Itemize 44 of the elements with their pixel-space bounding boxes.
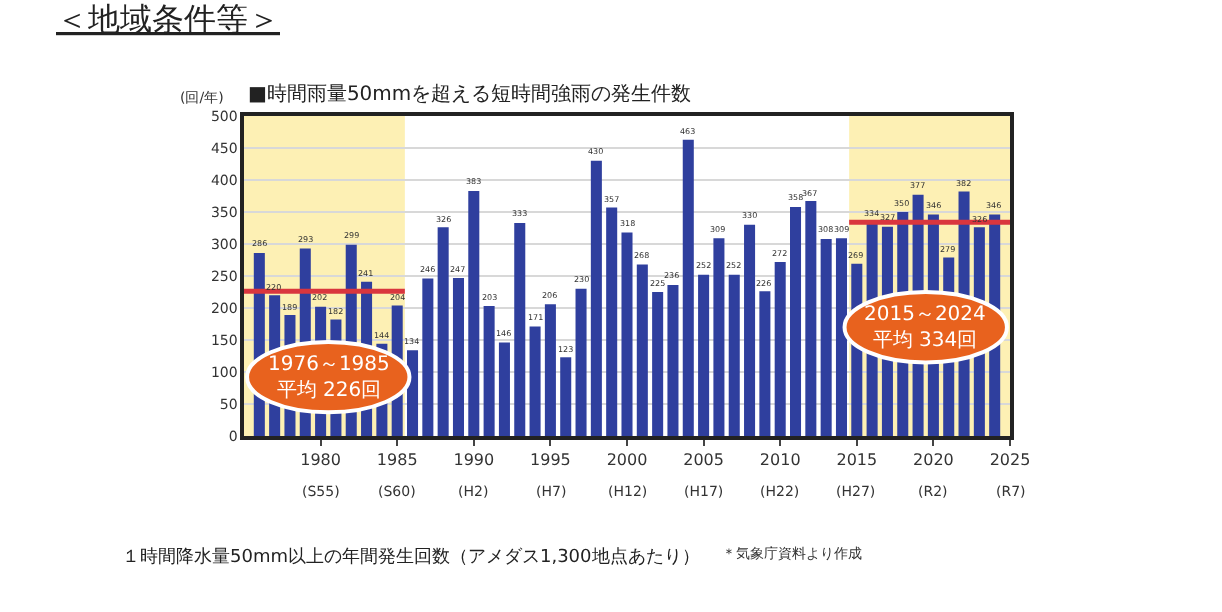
bar <box>759 291 771 436</box>
bar <box>698 274 710 436</box>
bar <box>560 357 572 436</box>
bar <box>744 224 756 436</box>
x-tick-label: 2025 <box>989 450 1031 469</box>
bar <box>544 304 556 436</box>
bar <box>422 278 434 436</box>
bar <box>820 238 832 436</box>
bar <box>452 277 464 436</box>
x-tick-label: 1980 <box>300 450 341 469</box>
x-tick-label: 1985 <box>376 450 418 469</box>
bar <box>667 284 679 436</box>
annotation: 1976～1985 平均 226回 <box>268 354 390 402</box>
bar <box>575 288 587 436</box>
bar <box>468 190 480 436</box>
bar <box>437 227 449 436</box>
chart-subtitle: ■時間雨量50mmを超える短時間強雨の発生件数 <box>248 82 692 106</box>
bar <box>590 160 602 436</box>
bar <box>682 139 694 436</box>
bar <box>407 350 419 436</box>
bar <box>774 261 786 436</box>
x-tick-label: 2010 <box>759 450 801 469</box>
bar <box>713 238 725 436</box>
x-tick-label: 2005 <box>683 450 724 469</box>
x-axis-title: １時間降水量50mm以上の年間発生回数（アメダス1,300地点あたり） <box>122 546 700 568</box>
x-tick-label: 2015 <box>836 450 878 469</box>
x-tick-label: 2020 <box>913 450 954 469</box>
x-tick-label: 1995 <box>530 450 571 469</box>
bar <box>728 274 740 436</box>
bar <box>498 342 510 436</box>
bar <box>805 201 817 436</box>
bar <box>835 238 847 436</box>
bar <box>652 292 664 436</box>
bar <box>621 232 633 436</box>
annotation: 2015～2024 平均 334回 <box>864 304 986 352</box>
bar <box>483 306 495 436</box>
x-tick-label: 1990 <box>453 450 495 469</box>
bar <box>636 264 648 436</box>
bar <box>606 207 618 436</box>
bar <box>529 326 541 436</box>
x-tick-label: 2000 <box>606 450 648 469</box>
bar <box>514 222 526 436</box>
chart-title: ＜地域条件等＞ <box>56 0 280 38</box>
bar <box>790 206 802 436</box>
